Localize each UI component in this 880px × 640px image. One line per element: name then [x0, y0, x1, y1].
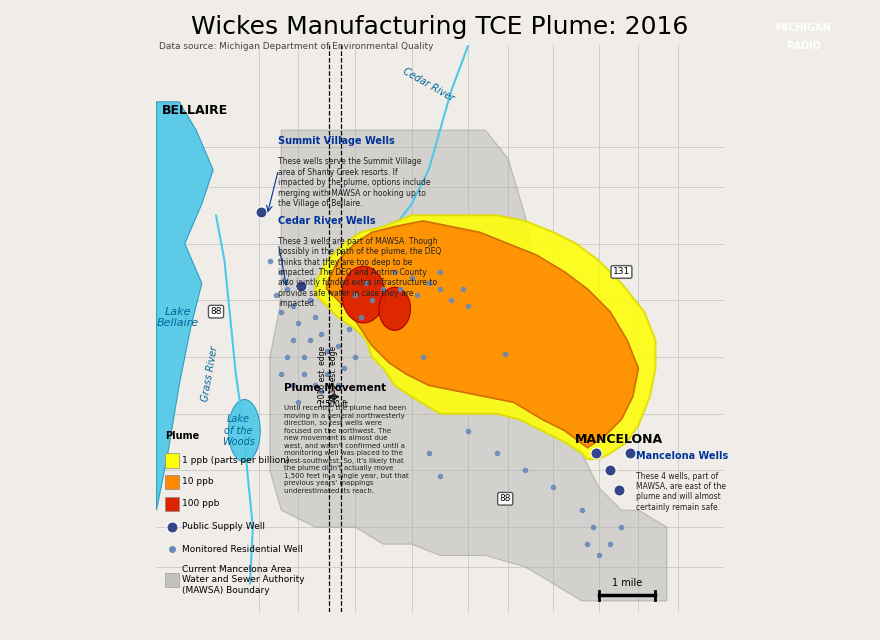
Text: 1,500 ft.: 1,500 ft.	[318, 399, 350, 408]
Text: Cedar River Wells: Cedar River Wells	[278, 216, 376, 226]
Text: Plume: Plume	[165, 431, 199, 441]
Text: Lake
of the
Woods: Lake of the Woods	[222, 414, 255, 447]
Ellipse shape	[378, 287, 410, 330]
Ellipse shape	[229, 399, 260, 462]
Text: RADIO: RADIO	[786, 42, 820, 51]
Bar	[165, 453, 180, 468]
Text: 1 ppb (parts per billion): 1 ppb (parts per billion)	[182, 456, 290, 465]
Text: These 4 wells, part of
MAWSA, are east of the
plume and will almost
certainly re: These 4 wells, part of MAWSA, are east o…	[635, 472, 726, 512]
Text: 88: 88	[500, 494, 511, 503]
Polygon shape	[157, 102, 213, 510]
Text: Cedar River: Cedar River	[401, 66, 456, 104]
Text: Mancelona Wells: Mancelona Wells	[635, 451, 728, 461]
Polygon shape	[270, 130, 667, 601]
Text: These 3 wells are part of MAWSA. Though
possibly in the path of the plume, the D: These 3 wells are part of MAWSA. Though …	[278, 237, 442, 308]
Ellipse shape	[342, 266, 385, 323]
Bar	[165, 497, 180, 511]
Text: Data source: Michigan Department of Environmental Quality: Data source: Michigan Department of Envi…	[159, 42, 434, 51]
Bar	[165, 573, 180, 588]
Text: Monitored Residential Well: Monitored Residential Well	[182, 545, 303, 554]
Bar	[165, 475, 180, 489]
Text: Until recently, the plume had been
moving in a general northwesterly
direction, : Until recently, the plume had been movin…	[284, 405, 409, 493]
Text: 1 mile: 1 mile	[612, 579, 642, 588]
Title: Wickes Manufacturing TCE Plume: 2016: Wickes Manufacturing TCE Plume: 2016	[191, 15, 689, 39]
Text: BELLAIRE: BELLAIRE	[162, 104, 228, 117]
Text: 2015 est. edge: 2015 est. edge	[329, 346, 338, 403]
Text: Plume Movement: Plume Movement	[284, 383, 386, 393]
Text: Public Supply Well: Public Supply Well	[182, 522, 265, 531]
Text: 2016 est. edge: 2016 est. edge	[318, 346, 326, 403]
Text: 88: 88	[210, 307, 222, 316]
Text: Lake
Bellaire: Lake Bellaire	[157, 307, 199, 328]
Text: Summit Village Wells: Summit Village Wells	[278, 136, 395, 147]
Text: 131: 131	[612, 268, 630, 276]
Text: These wells serve the Summit Village
area of Shanty Creek resorts. If
impacted b: These wells serve the Summit Village are…	[278, 157, 431, 208]
Text: Grass River: Grass River	[201, 346, 220, 403]
Text: 100 ppb: 100 ppb	[182, 499, 219, 508]
Polygon shape	[315, 215, 656, 459]
Text: MANCELONA: MANCELONA	[575, 433, 663, 445]
Text: MICHIGAN: MICHIGAN	[775, 24, 831, 33]
Text: Current Mancelona Area
Water and Sewer Authority
(MAWSA) Boundary: Current Mancelona Area Water and Sewer A…	[182, 565, 304, 595]
Text: 10 ppb: 10 ppb	[182, 477, 214, 486]
Polygon shape	[326, 221, 639, 448]
